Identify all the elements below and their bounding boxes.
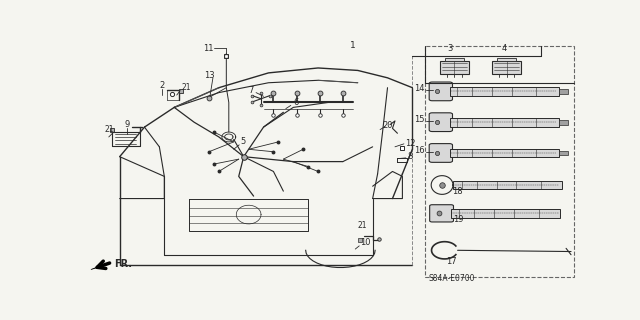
Bar [445, 58, 465, 60]
Bar [425, 46, 573, 277]
Text: 12: 12 [405, 139, 415, 148]
Text: 11: 11 [204, 44, 214, 53]
Bar [559, 120, 568, 124]
Text: 21: 21 [182, 83, 191, 92]
Bar [449, 148, 559, 157]
Bar [559, 89, 568, 94]
Text: 3: 3 [447, 44, 452, 53]
Text: 4: 4 [502, 44, 507, 53]
Bar [559, 150, 568, 156]
Text: FR.: FR. [114, 259, 132, 269]
Text: 17: 17 [445, 257, 456, 266]
Text: 9: 9 [125, 120, 130, 129]
Text: 7: 7 [248, 86, 253, 95]
Text: 21: 21 [358, 221, 367, 230]
Text: 2: 2 [159, 81, 164, 90]
FancyBboxPatch shape [429, 144, 452, 162]
Bar [451, 209, 560, 218]
Bar [492, 60, 522, 74]
Text: 16: 16 [414, 146, 425, 155]
Text: 1: 1 [350, 41, 356, 50]
FancyBboxPatch shape [429, 113, 452, 132]
Text: 19: 19 [452, 215, 463, 225]
Text: 5: 5 [240, 137, 246, 146]
Text: 20: 20 [383, 121, 393, 130]
Text: 18: 18 [452, 187, 462, 196]
FancyBboxPatch shape [429, 205, 454, 222]
Text: 21: 21 [105, 125, 115, 134]
Text: 10: 10 [360, 238, 371, 247]
Bar [449, 118, 559, 127]
Text: 13: 13 [204, 71, 214, 80]
Text: 15: 15 [414, 115, 425, 124]
Text: 14: 14 [414, 84, 425, 93]
Bar [497, 58, 516, 60]
Bar [449, 87, 559, 96]
Bar [440, 60, 469, 74]
Text: 8: 8 [408, 152, 413, 161]
FancyBboxPatch shape [429, 82, 452, 101]
Text: 6: 6 [293, 98, 299, 107]
Bar [453, 180, 562, 189]
Polygon shape [91, 262, 110, 269]
Text: S84A-E0700: S84A-E0700 [429, 274, 476, 283]
